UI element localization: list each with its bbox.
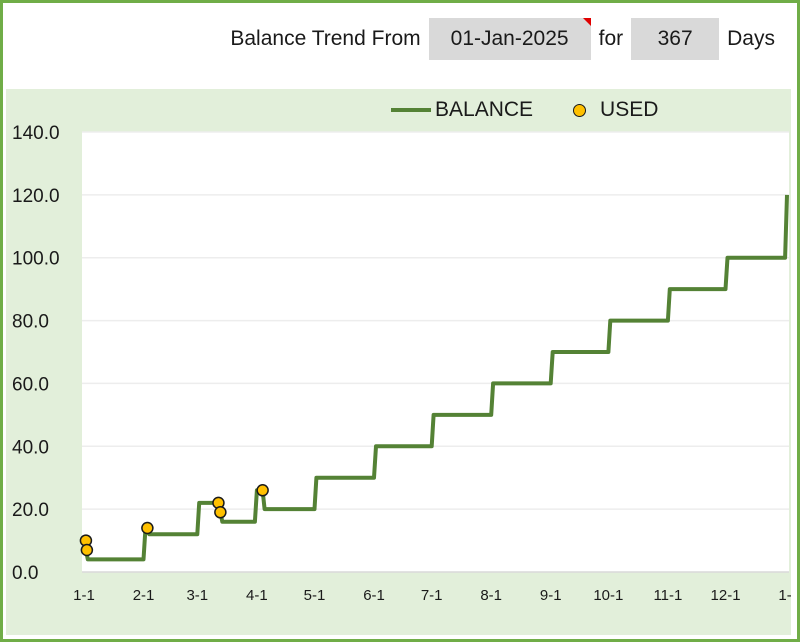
y-tick-label: 80.0 (12, 312, 49, 333)
x-tick-label: 11-1 (653, 587, 682, 604)
start-date-input[interactable]: 01-Jan-2025 (428, 18, 591, 60)
balance-line[interactable] (82, 194, 789, 562)
y-tick-label: 0.0 (12, 563, 38, 584)
used-marker[interactable] (80, 543, 94, 557)
x-tick-label: 1- (778, 587, 791, 604)
x-tick-label: 2-1 (133, 587, 155, 604)
header-prefix: Balance Trend From (230, 27, 421, 50)
chart-header: Balance Trend From 01-Jan-2025 for 367 D… (3, 17, 783, 61)
x-tick-label: 12-1 (711, 587, 741, 604)
x-tick-label: 3-1 (186, 587, 208, 604)
days-input[interactable]: 367 (631, 18, 720, 60)
days-value: 367 (657, 27, 693, 50)
y-tick-label: 140.0 (12, 123, 60, 144)
x-tick-label: 1-1 (73, 587, 95, 604)
x-tick-label: 4-1 (246, 587, 268, 604)
used-marker[interactable] (141, 521, 154, 535)
line-swatch-icon (391, 108, 431, 112)
chart-legend: BALANCE USED (391, 95, 698, 125)
x-tick-label: 8-1 (480, 587, 502, 604)
start-date-value: 01-Jan-2025 (450, 27, 569, 50)
y-tick-label: 100.0 (12, 249, 60, 270)
y-tick-label: 40.0 (12, 437, 49, 458)
y-tick-label: 20.0 (12, 500, 49, 521)
y-tick-label: 120.0 (12, 186, 60, 207)
legend-item-used[interactable]: USED (573, 98, 658, 122)
x-tick-label: 5-1 (304, 587, 326, 604)
legend-used-label: USED (600, 98, 659, 121)
x-tick-label: 7-1 (421, 587, 443, 604)
x-tick-label: 6-1 (363, 587, 385, 604)
header-days-label: Days (727, 27, 775, 50)
used-marker[interactable] (214, 506, 227, 519)
dot-marker-icon (573, 103, 587, 117)
comment-indicator-icon[interactable] (582, 18, 591, 26)
plot-background (82, 132, 789, 572)
used-marker[interactable] (256, 484, 269, 497)
header-for-label: for (598, 27, 624, 50)
x-tick-label: 10-1 (593, 587, 623, 604)
chart-area[interactable]: 0.0 20.0 40.0 60.0 80.0 100.0 120.0 140.0 1-1 2-1… (6, 89, 791, 635)
legend-balance-label: BALANCE (435, 98, 534, 121)
y-tick-label: 60.0 (12, 374, 49, 395)
x-tick-label: 9-1 (540, 587, 562, 604)
legend-item-balance[interactable]: BALANCE (391, 98, 533, 122)
